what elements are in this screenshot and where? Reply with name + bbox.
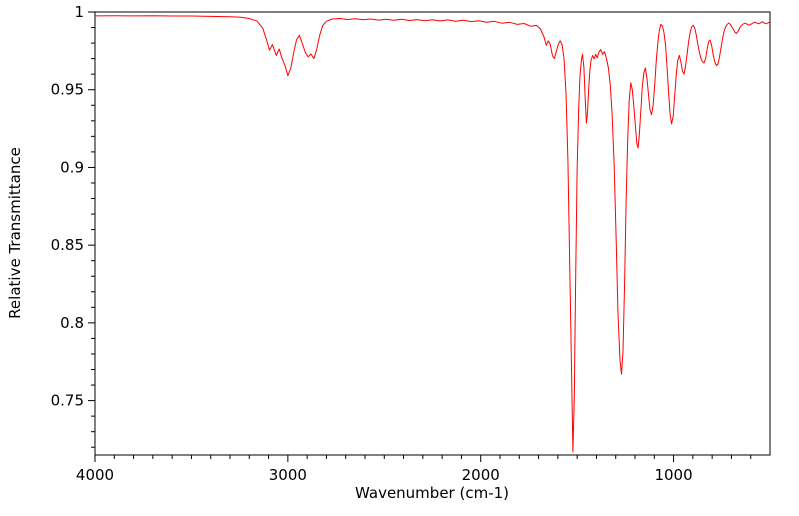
x-tick-label: 2000 [462, 466, 500, 484]
y-tick-label: 1 [74, 3, 84, 21]
y-tick-label: 0.85 [51, 236, 84, 254]
y-tick-label: 0.8 [60, 314, 84, 332]
y-tick-label: 0.9 [60, 158, 84, 176]
axis-ticks [88, 11, 752, 462]
y-tick-label: 0.95 [51, 81, 84, 99]
axis-tick-labels: 4000 3000 2000 1000 0.75 0.8 0.85 0.9 0.95 1 [51, 3, 693, 484]
x-axis-title: Wavenumber (cm-1) [355, 484, 509, 502]
x-tick-label: 4000 [76, 466, 114, 484]
series-group [94, 15, 771, 453]
plot-frame [94, 11, 771, 456]
x-tick-label: 1000 [654, 466, 692, 484]
spectrum-line [94, 15, 771, 453]
y-tick-label: 0.75 [51, 392, 84, 410]
y-axis-title: Relative Transmittance [6, 147, 24, 319]
x-tick-label: 3000 [269, 466, 307, 484]
